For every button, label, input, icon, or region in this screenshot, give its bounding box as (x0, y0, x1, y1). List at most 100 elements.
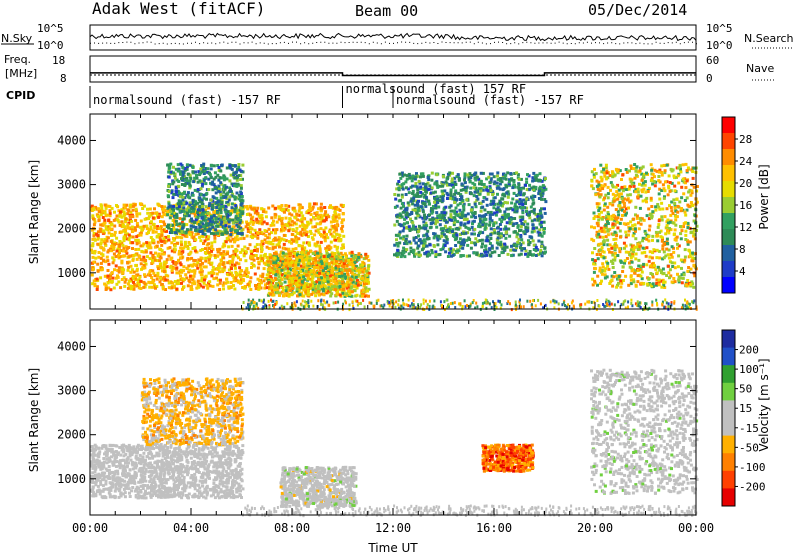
range-gate-point (292, 259, 296, 263)
range-gate-point (349, 281, 353, 285)
range-gate-point (349, 262, 352, 266)
range-gate-point (534, 254, 538, 257)
range-gate-point (172, 171, 176, 175)
range-gate-point (395, 187, 399, 191)
range-gate-point (155, 285, 159, 288)
range-gate-point (105, 239, 109, 243)
range-gate-point (105, 238, 109, 241)
range-gate-point (510, 221, 514, 225)
range-gate-point (249, 288, 253, 291)
range-gate-point (318, 258, 322, 262)
range-gate-point (337, 252, 341, 256)
range-gate-point (223, 220, 227, 224)
range-gate-point (479, 201, 483, 205)
range-gate-point (501, 204, 504, 208)
range-gate-point (341, 243, 345, 247)
range-gate-point (196, 180, 200, 184)
range-gate-point (188, 252, 192, 256)
range-gate-point (240, 278, 243, 282)
range-gate-point (160, 283, 164, 286)
range-gate-point (162, 237, 166, 241)
range-gate-point (460, 214, 464, 218)
range-gate-point (314, 265, 318, 269)
range-gate-point (200, 276, 204, 280)
range-gate-point (440, 211, 444, 215)
range-gate-point (179, 256, 183, 260)
range-gate-point (206, 212, 210, 215)
range-gate-point (142, 250, 146, 254)
range-gate-point (528, 210, 532, 214)
range-gate-point (207, 206, 210, 210)
range-gate-point (411, 251, 415, 255)
range-gate-point (302, 273, 305, 277)
range-gate-point (341, 279, 345, 283)
range-gate-point (207, 251, 211, 254)
range-gate-point (465, 238, 469, 242)
range-gate-point (167, 184, 170, 188)
range-gate-point (213, 236, 217, 240)
range-gate-point (239, 227, 243, 231)
range-gate-point (168, 223, 172, 227)
range-gate-point (331, 226, 335, 230)
range-gate-point (437, 234, 440, 238)
range-gate-point (199, 284, 203, 288)
range-gate-point (477, 224, 481, 228)
range-gate-point (179, 240, 183, 244)
range-gate-point (416, 214, 420, 218)
range-gate-point (408, 229, 412, 232)
range-gate-point (405, 177, 409, 181)
range-gate-point (305, 230, 309, 234)
range-gate-point (237, 223, 241, 227)
range-gate-point (355, 286, 359, 290)
range-gate-point (327, 215, 331, 219)
range-gate-point (510, 254, 514, 257)
range-gate-point (360, 265, 364, 269)
range-gate-point (119, 286, 123, 290)
range-gate-point (449, 204, 453, 208)
range-gate-point (445, 182, 449, 186)
range-gate-point (182, 178, 186, 182)
nsearch-line (90, 41, 697, 45)
range-gate-point (194, 210, 198, 214)
range-gate-point (353, 261, 357, 265)
range-gate-point (441, 213, 445, 217)
range-gate-point (196, 279, 200, 283)
range-gate-point (337, 216, 341, 220)
range-gate-point (246, 247, 250, 251)
range-gate-point (148, 285, 152, 289)
range-gate-point (530, 186, 534, 190)
range-gate-point (131, 276, 135, 280)
range-gate-point (235, 191, 239, 195)
range-gate-point (475, 195, 479, 198)
range-gate-point (183, 196, 187, 200)
range-gate-point (197, 170, 201, 174)
range-gate-point (497, 254, 501, 257)
range-gate-point (498, 182, 502, 186)
range-gate-point (179, 268, 183, 272)
range-gate-point (490, 251, 494, 255)
range-gate-point (300, 247, 304, 251)
range-gate-point (516, 173, 520, 177)
range-gate-point (126, 212, 130, 216)
range-gate-point (507, 227, 511, 231)
range-gate-point (240, 198, 244, 202)
range-gate-point (215, 229, 219, 233)
range-gate-point (406, 187, 410, 191)
range-gate-point (145, 241, 149, 245)
range-gate-point (419, 241, 423, 245)
range-gate-point (148, 257, 152, 261)
range-gate-point (165, 239, 169, 243)
range-gate-point (206, 167, 210, 171)
range-gate-point (320, 260, 323, 264)
range-gate-point (339, 239, 343, 243)
range-gate-point (207, 204, 211, 208)
range-gate-point (298, 224, 302, 228)
range-gate-point (216, 222, 220, 226)
range-gate-point (253, 228, 257, 232)
range-gate-point (104, 227, 108, 231)
range-gate-point (233, 239, 237, 243)
range-gate-point (291, 206, 295, 210)
range-gate-point (327, 248, 331, 251)
range-gate-point (101, 216, 105, 219)
range-gate-point (169, 170, 173, 174)
